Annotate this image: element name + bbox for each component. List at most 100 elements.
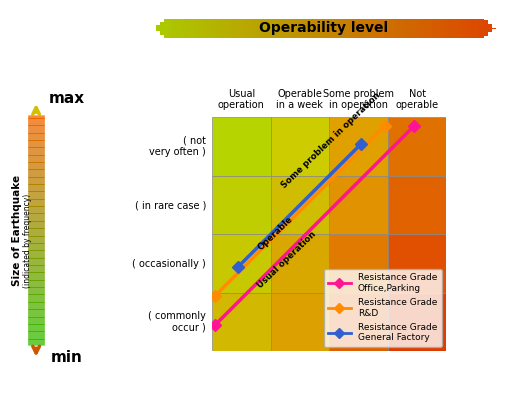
Bar xyxy=(182,19,186,38)
Bar xyxy=(302,19,307,38)
Text: Some problem
in operation: Some problem in operation xyxy=(323,88,394,110)
Bar xyxy=(242,19,246,38)
Bar xyxy=(212,176,271,234)
Bar xyxy=(393,19,397,38)
Bar xyxy=(388,176,447,234)
Bar xyxy=(440,19,445,38)
Bar xyxy=(194,19,199,38)
Bar xyxy=(376,19,380,38)
Bar xyxy=(285,19,289,38)
Bar xyxy=(388,117,447,176)
Bar xyxy=(251,19,255,38)
Bar xyxy=(277,19,281,38)
Bar xyxy=(315,19,320,38)
Bar xyxy=(470,19,475,38)
Bar xyxy=(432,19,436,38)
Bar xyxy=(259,19,263,38)
Bar xyxy=(229,19,233,38)
Bar xyxy=(329,117,388,176)
Text: (indicated by frequency): (indicated by frequency) xyxy=(23,193,32,288)
Bar xyxy=(169,19,173,38)
Text: max: max xyxy=(48,91,84,107)
Text: Usual operation: Usual operation xyxy=(256,229,318,290)
Text: Operable
in a week: Operable in a week xyxy=(277,88,323,110)
Bar xyxy=(212,293,271,351)
Bar xyxy=(329,293,388,351)
Bar xyxy=(263,19,268,38)
Bar xyxy=(294,19,298,38)
Bar xyxy=(423,19,427,38)
Bar xyxy=(212,117,271,176)
Bar xyxy=(337,19,341,38)
Text: min: min xyxy=(50,350,82,365)
Text: Usual
operation: Usual operation xyxy=(218,88,265,110)
Bar xyxy=(320,19,324,38)
Text: Operable: Operable xyxy=(256,215,294,252)
Bar xyxy=(384,19,389,38)
Bar xyxy=(410,19,415,38)
Bar xyxy=(246,19,251,38)
Bar xyxy=(415,19,419,38)
Bar xyxy=(371,19,376,38)
Bar xyxy=(164,19,169,38)
Bar xyxy=(492,28,496,29)
Bar xyxy=(233,19,238,38)
Bar xyxy=(484,21,488,36)
Bar xyxy=(397,19,401,38)
Bar xyxy=(427,19,432,38)
Bar xyxy=(156,25,160,32)
Bar xyxy=(281,19,285,38)
Bar xyxy=(238,19,242,38)
Bar xyxy=(363,19,367,38)
Bar xyxy=(466,19,470,38)
Bar xyxy=(328,19,332,38)
Bar xyxy=(367,19,371,38)
Bar xyxy=(255,19,259,38)
Bar xyxy=(289,19,294,38)
Text: Some problem in operation: Some problem in operation xyxy=(279,91,382,190)
Text: ( commonly
occur ): ( commonly occur ) xyxy=(148,311,206,333)
Bar xyxy=(186,19,190,38)
Bar xyxy=(220,19,225,38)
Bar xyxy=(332,19,337,38)
Bar xyxy=(298,19,302,38)
Text: Not
operable: Not operable xyxy=(396,88,439,110)
Bar xyxy=(271,234,329,293)
Bar xyxy=(271,117,329,176)
Bar xyxy=(324,19,328,38)
Bar xyxy=(160,22,164,35)
Bar xyxy=(216,19,220,38)
Bar xyxy=(271,176,329,234)
Legend: Resistance Grade
Office,Parking, Resistance Grade
R&D, Resistance Grade
General : Resistance Grade Office,Parking, Resista… xyxy=(324,269,442,347)
Bar xyxy=(436,19,440,38)
Bar xyxy=(488,24,492,32)
Bar xyxy=(401,19,406,38)
Bar xyxy=(458,19,462,38)
Bar xyxy=(212,19,216,38)
Bar xyxy=(388,293,447,351)
Bar xyxy=(212,234,271,293)
Bar xyxy=(346,19,350,38)
Text: ( not
very often ): ( not very often ) xyxy=(149,136,206,157)
Bar xyxy=(329,234,388,293)
Bar xyxy=(445,19,449,38)
Bar xyxy=(311,19,315,38)
Bar xyxy=(173,19,177,38)
Bar xyxy=(307,19,311,38)
Bar xyxy=(177,19,182,38)
Bar xyxy=(406,19,410,38)
Bar xyxy=(329,176,388,234)
Text: Size of Earthquake: Size of Earthquake xyxy=(12,175,22,286)
Bar xyxy=(380,19,384,38)
Bar xyxy=(419,19,423,38)
Bar xyxy=(199,19,203,38)
Bar xyxy=(479,19,484,38)
Bar xyxy=(341,19,346,38)
Text: Operability level: Operability level xyxy=(259,21,389,35)
Bar xyxy=(389,19,393,38)
Bar xyxy=(453,19,458,38)
Bar xyxy=(190,19,194,38)
Bar xyxy=(475,19,479,38)
Bar xyxy=(272,19,277,38)
Text: ( in rare case ): ( in rare case ) xyxy=(135,200,206,210)
